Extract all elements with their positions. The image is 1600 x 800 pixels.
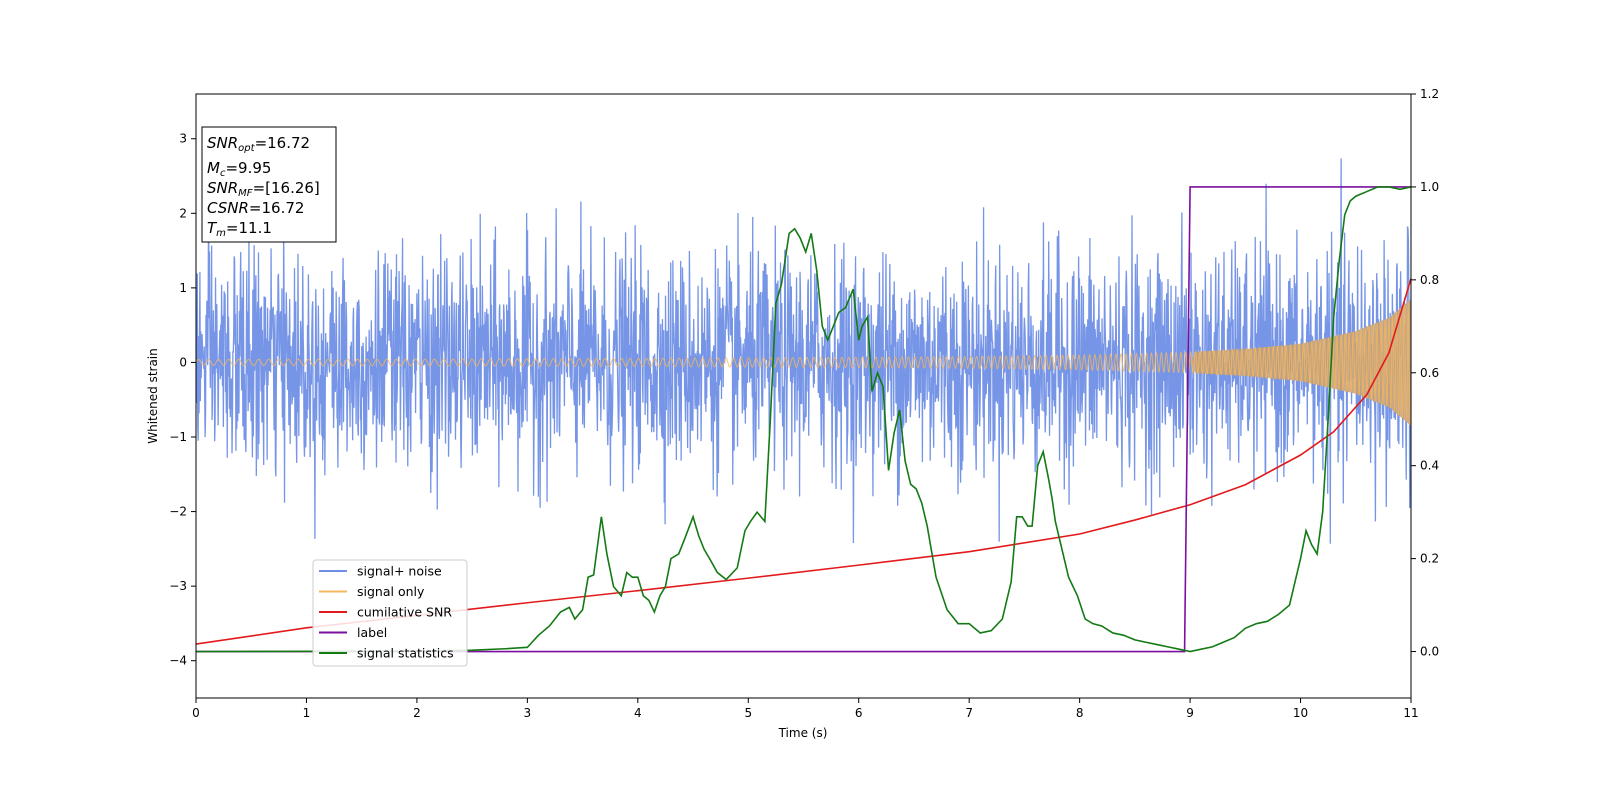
info-snr-opt: SNRopt=16.72 <box>207 134 310 154</box>
y-axis-right: 0.0 0.2 0.4 0.6 0.8 1.0 1.2 <box>1411 87 1439 659</box>
series-cumilative-snr-line <box>196 278 1411 645</box>
info-box-frame <box>201 126 337 243</box>
x-tick-label: 7 <box>965 706 973 720</box>
x-axis: 0 1 2 3 4 5 6 7 8 9 10 11 <box>192 698 1419 720</box>
y2-tick-label: 1.2 <box>1420 87 1439 101</box>
y-tick-label: 2 <box>179 206 187 220</box>
info-csnr: CSNR=16.72 <box>207 199 304 217</box>
series-signal-plus-noise-line <box>196 158 1411 544</box>
plot-frame <box>195 93 1412 699</box>
y2-tick-label: 0.8 <box>1420 273 1439 287</box>
x-tick-label: 2 <box>413 706 421 720</box>
y-tick-label: −4 <box>169 654 187 668</box>
y2-tick-label: 0.2 <box>1420 552 1439 566</box>
plot-area <box>196 158 1411 653</box>
y-tick-label: −3 <box>169 579 187 593</box>
x-tick-label: 0 <box>192 706 200 720</box>
legend-label-label: label <box>357 625 387 640</box>
y2-tick-label: 0.6 <box>1420 366 1439 380</box>
y2-tick-label: 0.0 <box>1420 645 1439 659</box>
x-axis-label: Time (s) <box>778 726 828 740</box>
y-tick-label: −1 <box>169 430 187 444</box>
legend-frame <box>312 559 468 667</box>
y2-tick-label: 0.4 <box>1420 459 1439 473</box>
y2-tick-label: 1.0 <box>1420 180 1439 194</box>
y-tick-label: 1 <box>179 281 187 295</box>
x-tick-label: 1 <box>303 706 311 720</box>
x-tick-label: 5 <box>744 706 752 720</box>
info-box: SNRopt=16.72 Mc=9.95 SNRMF=[16.26] CSNR=… <box>201 126 337 243</box>
x-tick-label: 3 <box>524 706 532 720</box>
info-tm: Tm=11.1 <box>207 219 272 239</box>
info-chirp-mass: Mc=9.95 <box>207 159 271 179</box>
legend-label-signal-noise: signal+ noise <box>357 564 442 579</box>
x-tick-label: 6 <box>855 706 863 720</box>
x-tick-label: 10 <box>1293 706 1308 720</box>
series-label-line <box>196 186 1411 653</box>
y-axis-left: −4 −3 −2 −1 0 1 2 3 <box>169 132 196 668</box>
y-tick-label: 0 <box>179 355 187 369</box>
y-tick-label: −2 <box>169 505 187 519</box>
x-tick-label: 11 <box>1403 706 1418 720</box>
y-axis-label: Whitened strain <box>146 348 160 444</box>
series-signal-statistics-line <box>196 186 1411 653</box>
legend: signal+ noise signal only cumilative SNR la… <box>312 559 468 667</box>
x-tick-label: 8 <box>1076 706 1084 720</box>
legend-label-signal-only: signal only <box>357 584 425 599</box>
y-tick-label: 3 <box>179 132 187 146</box>
legend-label-signal-statistics: signal statistics <box>357 646 454 661</box>
series-signal-only-line <box>196 302 1411 425</box>
legend-label-cumilative-snr: cumilative SNR <box>357 605 452 620</box>
x-tick-label: 9 <box>1186 706 1194 720</box>
info-snr-mf: SNRMF=[16.26] <box>207 179 320 199</box>
x-tick-label: 4 <box>634 706 642 720</box>
